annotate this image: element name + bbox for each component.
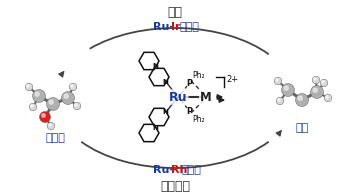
Text: Ru-: Ru- bbox=[153, 22, 174, 32]
Circle shape bbox=[322, 81, 324, 83]
Circle shape bbox=[49, 124, 51, 126]
Circle shape bbox=[40, 112, 50, 122]
Text: 氢解: 氢解 bbox=[168, 5, 182, 18]
Circle shape bbox=[47, 97, 60, 111]
Text: M: M bbox=[200, 91, 212, 103]
Circle shape bbox=[42, 114, 45, 117]
Text: Ph₂: Ph₂ bbox=[193, 71, 205, 80]
Circle shape bbox=[33, 90, 46, 103]
Circle shape bbox=[314, 78, 316, 80]
Circle shape bbox=[320, 79, 328, 87]
Circle shape bbox=[71, 85, 73, 87]
Circle shape bbox=[324, 94, 332, 102]
Circle shape bbox=[64, 94, 68, 98]
Circle shape bbox=[295, 93, 308, 106]
Text: N: N bbox=[162, 109, 168, 115]
Circle shape bbox=[75, 104, 77, 106]
Circle shape bbox=[25, 83, 33, 91]
Text: Ph₂: Ph₂ bbox=[193, 114, 205, 123]
Circle shape bbox=[29, 103, 37, 111]
Circle shape bbox=[73, 102, 81, 110]
Text: Rh: Rh bbox=[171, 165, 187, 175]
Text: 电解还原: 电解还原 bbox=[160, 180, 190, 192]
Text: Ru-: Ru- bbox=[153, 165, 174, 175]
Circle shape bbox=[312, 76, 320, 84]
Text: Ir: Ir bbox=[171, 22, 181, 32]
Text: P: P bbox=[186, 79, 192, 87]
Circle shape bbox=[310, 85, 323, 99]
Circle shape bbox=[276, 97, 284, 105]
Circle shape bbox=[49, 100, 53, 104]
Text: N: N bbox=[162, 79, 168, 85]
Text: 2+: 2+ bbox=[226, 74, 238, 83]
Circle shape bbox=[284, 86, 288, 90]
Text: 催化剂: 催化剂 bbox=[179, 22, 199, 32]
Text: N: N bbox=[152, 63, 158, 69]
Text: 丙烯: 丙烯 bbox=[295, 123, 309, 133]
Circle shape bbox=[31, 105, 33, 107]
Circle shape bbox=[313, 88, 317, 92]
Circle shape bbox=[69, 83, 77, 91]
Circle shape bbox=[62, 92, 75, 104]
Circle shape bbox=[274, 77, 282, 85]
Circle shape bbox=[276, 79, 278, 81]
Circle shape bbox=[27, 85, 29, 87]
Text: Ru: Ru bbox=[169, 91, 187, 103]
Circle shape bbox=[326, 96, 328, 98]
Circle shape bbox=[281, 83, 294, 96]
Circle shape bbox=[47, 122, 55, 130]
Text: N: N bbox=[152, 125, 158, 131]
Circle shape bbox=[278, 99, 280, 101]
Text: 催化剂: 催化剂 bbox=[182, 165, 202, 175]
Circle shape bbox=[35, 92, 39, 96]
Text: P: P bbox=[186, 106, 192, 115]
Circle shape bbox=[298, 96, 302, 100]
Text: 烯丙醇: 烯丙醇 bbox=[45, 133, 65, 143]
